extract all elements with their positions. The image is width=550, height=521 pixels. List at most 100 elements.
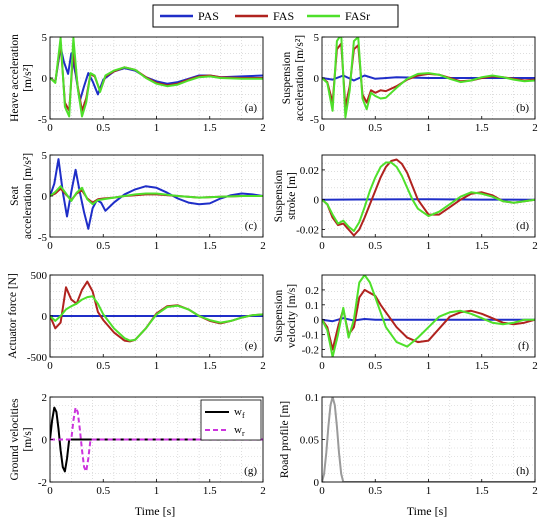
y-tick-label: -2 (38, 477, 47, 489)
y-tick-label: 5 (314, 32, 320, 44)
panel-tag: (a) (245, 102, 258, 114)
panel-tag: (g) (244, 465, 257, 477)
y-axis-label-line: Suspension (273, 290, 285, 343)
y-tick-label: -5 (38, 114, 48, 126)
y-tick-label: 0 (42, 73, 48, 85)
series-wr-line (50, 406, 263, 473)
series-fasr-line (50, 185, 263, 206)
y-axis-label-line: [m/s] (22, 427, 34, 451)
legend: PAS FAS FASr (152, 4, 399, 28)
x-tick-label: 2 (260, 240, 266, 252)
y-axis-label-line: stroke [m] (286, 172, 298, 220)
series-group (50, 406, 263, 473)
x-tick-label: 0 (319, 485, 325, 497)
series-group (50, 37, 263, 118)
x-tick-label: 0 (47, 485, 53, 497)
x-tick-label: 0.5 (368, 240, 382, 252)
legend-label-fasr: FASr (345, 9, 370, 23)
y-axis-label-line: Suspension (273, 170, 285, 223)
series-fasr-line (322, 275, 535, 357)
x-tick-label: 2 (532, 485, 538, 497)
y-tick-label: 0 (314, 477, 320, 489)
y-tick-label: 0 (314, 73, 320, 85)
y-axis-label: Seatacceleration [m/s²] (9, 153, 34, 239)
series-group (322, 158, 535, 237)
y-axis-label-line: velocity [m/s] (286, 284, 298, 348)
legend-label-sub: f (242, 411, 245, 420)
series-fasr-line (50, 295, 263, 342)
series-road-line (322, 397, 535, 482)
y-tick-label: 5 (42, 150, 48, 162)
x-tick-label: 0.5 (96, 240, 110, 252)
panel-tag: (f) (518, 340, 529, 352)
x-tick-label: 0 (47, 360, 53, 372)
series-fasr-line (50, 37, 263, 118)
y-axis-label-line: acceleration [m/s²] (22, 153, 34, 239)
x-tick-label: 0.5 (96, 122, 110, 134)
y-axis-label: Road profile [m] (279, 401, 291, 478)
panel-f: 0 0.5 1 1.5 2 -0.2 -0.1 0 0.1 0.2 Suspensionveloci… (273, 274, 538, 372)
x-tick-label: 0 (47, 122, 53, 134)
series-group (322, 37, 535, 119)
x-axis-label-left: Time [s] (135, 504, 176, 518)
series-pas-line (322, 317, 535, 323)
y-tick-label: 2 (42, 392, 48, 404)
y-tick-label: 5 (42, 32, 48, 44)
series-group (322, 397, 535, 482)
x-tick-label: 2 (260, 360, 266, 372)
y-tick-label: 0 (42, 191, 48, 203)
series-group (50, 280, 263, 343)
legend-box (152, 4, 399, 28)
x-tick-label: 1.5 (203, 485, 217, 497)
legend-label-sub: r (242, 429, 245, 438)
y-tick-label: -0.1 (302, 330, 319, 342)
x-tick-label: 1.5 (475, 485, 489, 497)
x-tick-label: 1.5 (203, 122, 217, 134)
x-tick-label: 2 (260, 122, 266, 134)
legend-label-pas: PAS (198, 9, 219, 23)
y-axis-label-line: Suspension (281, 52, 293, 105)
x-tick-label: 0 (319, 122, 325, 134)
x-tick-label: 1 (426, 122, 432, 134)
y-axis-label: Ground velocities[m/s] (9, 398, 34, 481)
y-tick-label: -0.02 (296, 225, 319, 237)
y-tick-label: 0.05 (300, 435, 320, 447)
panel-tag: (e) (245, 340, 258, 352)
x-tick-label: 1 (154, 240, 160, 252)
series-fasr-line (322, 161, 535, 232)
x-tick-label: 0.5 (368, 485, 382, 497)
y-tick-label: 0.1 (305, 392, 319, 404)
x-tick-label: 1.5 (203, 360, 217, 372)
legend-label-fas: FAS (273, 9, 294, 23)
series-fas-line (322, 158, 535, 237)
x-tick-label: 0.5 (96, 485, 110, 497)
series-pas-line (322, 74, 535, 82)
y-tick-label: 0 (314, 315, 320, 327)
y-tick-label: -5 (310, 114, 320, 126)
x-tick-label: 0 (319, 240, 325, 252)
x-tick-label: 1 (426, 485, 432, 497)
x-tick-label: 2 (532, 240, 538, 252)
x-tick-label: 0.5 (368, 122, 382, 134)
ground-velocity-legend: wf wr (200, 399, 262, 441)
y-tick-label: 0 (314, 195, 320, 207)
x-tick-label: 1 (154, 122, 160, 134)
y-axis-label-line: [m/s²] (22, 64, 34, 92)
x-tick-label: 1 (426, 360, 432, 372)
series-group (322, 275, 535, 357)
panel-tag: (c) (245, 220, 258, 232)
x-tick-label: 1.5 (475, 240, 489, 252)
series-group (50, 158, 263, 230)
x-tick-label: 0 (47, 240, 53, 252)
y-tick-label: 0.2 (305, 285, 319, 297)
y-tick-label: 0.02 (300, 165, 319, 177)
y-axis-label-line: Ground velocities (9, 398, 21, 481)
y-axis-label: Suspensionvelocity [m/s] (273, 284, 298, 348)
